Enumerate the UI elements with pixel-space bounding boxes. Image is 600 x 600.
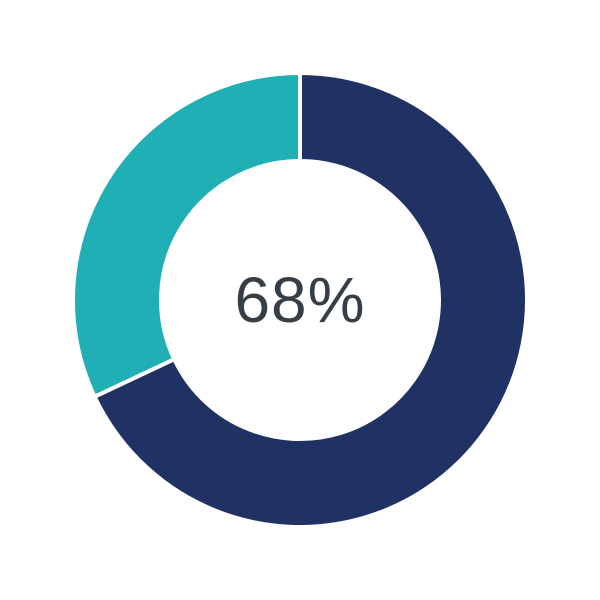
donut-segment-2 <box>71 70 302 400</box>
donut-segment-1 <box>91 70 529 529</box>
